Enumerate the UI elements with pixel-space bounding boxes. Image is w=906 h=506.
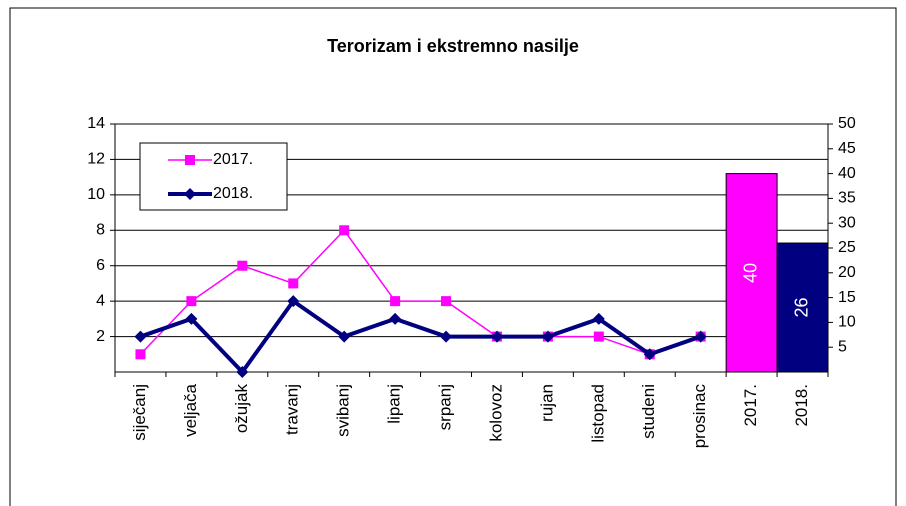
- x-tick-label: lipanj: [385, 384, 404, 424]
- series-line: [139, 229, 701, 356]
- chart-title: Terorizam i ekstremno nasilje: [327, 36, 579, 56]
- line-marker: [236, 366, 249, 378]
- line-marker: [237, 260, 248, 271]
- x-tick-label: 2018.: [792, 384, 811, 427]
- x-tick-label: studeni: [639, 384, 658, 439]
- line-marker: [593, 331, 604, 342]
- y-tick-label: 8: [96, 222, 105, 239]
- line-marker: [185, 155, 195, 165]
- line-marker: [389, 312, 402, 325]
- x-tick-label: ožujak: [232, 384, 251, 434]
- x-tick-label: listopad: [588, 384, 607, 443]
- line-marker: [643, 348, 656, 361]
- x-tick-label: srpanj: [436, 384, 455, 430]
- y2-tick-label: 30: [838, 214, 856, 231]
- x-tick-label: travanj: [283, 384, 302, 435]
- bar-value-label: 26: [791, 298, 811, 318]
- y2-tick-label: 45: [838, 140, 856, 157]
- line-marker: [288, 278, 299, 289]
- y-tick-label: 14: [87, 115, 105, 132]
- line-marker: [390, 296, 401, 307]
- y2-tick-label: 20: [838, 264, 856, 281]
- legend-box: [139, 142, 288, 211]
- line-marker: [541, 330, 554, 343]
- legend-label: 2017.: [213, 151, 253, 168]
- line-marker: [441, 296, 452, 307]
- line-marker: [135, 349, 146, 360]
- line-marker: [287, 295, 300, 308]
- line-marker: [185, 312, 198, 325]
- y2-tick-label: 5: [838, 338, 847, 355]
- y-tick-label: 6: [96, 257, 105, 274]
- y2-tick-label: 10: [838, 314, 856, 331]
- x-tick-label: veljača: [181, 383, 200, 436]
- line-marker: [184, 188, 196, 200]
- line-marker: [592, 312, 605, 325]
- series-line: [139, 298, 702, 376]
- x-tick-label: kolovoz: [486, 384, 505, 442]
- y-tick-label: 2: [96, 328, 105, 345]
- x-tick-label: siječanj: [130, 384, 149, 441]
- line-marker: [694, 330, 707, 343]
- x-tick-label: 2017.: [741, 384, 760, 427]
- y-tick-label: 10: [87, 186, 105, 203]
- y2-tick-label: 50: [838, 115, 856, 132]
- line-marker: [440, 330, 453, 343]
- line-marker: [490, 330, 503, 343]
- x-tick-label: rujan: [537, 384, 556, 422]
- y2-tick-label: 40: [838, 165, 856, 182]
- line-marker: [338, 330, 351, 343]
- line-marker: [339, 225, 350, 236]
- line-marker: [186, 296, 197, 307]
- y-tick-label: 4: [96, 292, 105, 309]
- x-tick-label: svibanj: [334, 384, 353, 437]
- y2-tick-label: 35: [838, 190, 856, 207]
- line-marker: [134, 330, 147, 343]
- bar: [725, 173, 778, 373]
- bar-value-label: 40: [740, 263, 760, 283]
- y-tick-label: 12: [87, 151, 105, 168]
- y2-tick-label: 25: [838, 239, 856, 256]
- legend-label: 2018.: [213, 185, 253, 202]
- y2-tick-label: 15: [838, 289, 856, 306]
- x-tick-label: prosinac: [690, 384, 709, 449]
